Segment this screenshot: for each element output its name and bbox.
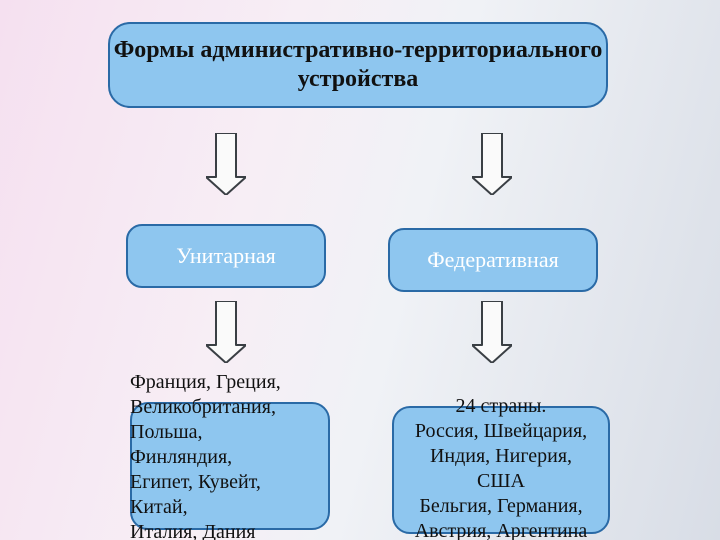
node-left: Унитарная xyxy=(126,224,326,288)
diagram-canvas: Формы административно-территориального у… xyxy=(0,0,720,540)
examples-right: 24 страны. Россия, Швейцария, Индия, Ниг… xyxy=(392,394,610,540)
arrow-right-to-list xyxy=(472,301,512,363)
arrow-left-to-list xyxy=(206,301,246,363)
arrow-title-to-right xyxy=(472,133,512,195)
node-left-label: Унитарная xyxy=(176,243,276,269)
node-right-label: Федеративная xyxy=(427,247,558,273)
examples-left: Франция, Греция, Великобритания, Польша,… xyxy=(130,370,340,540)
node-right: Федеративная xyxy=(388,228,598,292)
arrow-title-to-left xyxy=(206,133,246,195)
node-title: Формы административно-территориального у… xyxy=(108,22,608,108)
node-title-label: Формы административно-территориального у… xyxy=(110,36,606,94)
